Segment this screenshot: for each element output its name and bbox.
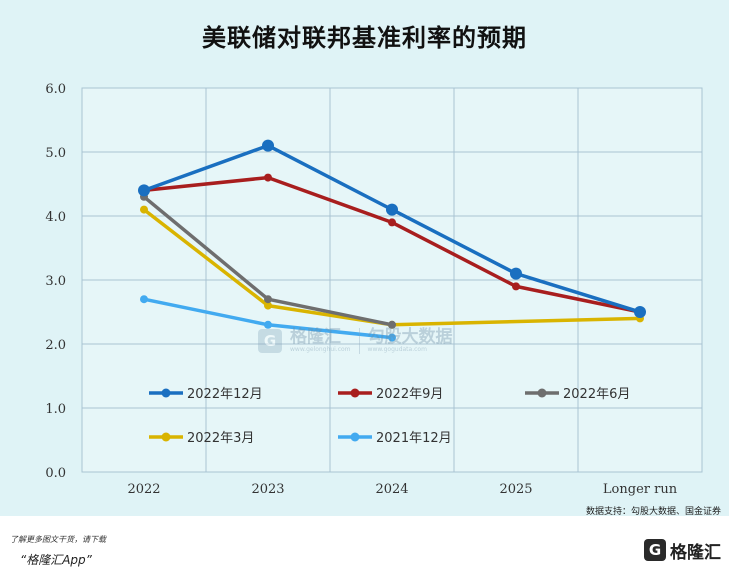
brand-logo-text: 格隆汇: [670, 542, 721, 563]
x-tick-label: 2025: [499, 482, 532, 497]
footer-band: [0, 516, 729, 576]
data-point: [388, 333, 396, 342]
data-point: [264, 295, 272, 304]
data-point: [512, 282, 520, 291]
legend-label: 2022年12月: [187, 387, 263, 402]
brand-logo: G 格隆汇: [644, 537, 721, 563]
y-tick-label: 1.0: [45, 402, 66, 417]
data-point: [264, 173, 272, 182]
legend-label: 2022年9月: [376, 387, 443, 402]
y-tick-label: 2.0: [45, 338, 66, 353]
legend-label: 2021年12月: [376, 431, 452, 446]
data-point: [140, 205, 148, 214]
legend-marker: [161, 388, 171, 398]
legend-label: 2022年6月: [563, 387, 630, 402]
legend-marker: [350, 432, 360, 442]
y-tick-label: 0.0: [45, 466, 66, 481]
legend-marker: [537, 388, 547, 398]
data-source: 数据支持：勾股大数据、国金证券: [585, 507, 721, 517]
data-point: [386, 203, 398, 216]
line-chart: 0.0 1.0 2.0 3.0 4.0 5.0 6.0 2022 2023 2024 2025 Lon…: [45, 82, 703, 497]
data-point: [264, 320, 272, 329]
legend-label: 2022年3月: [187, 431, 254, 446]
y-tick-label: 5.0: [45, 146, 66, 161]
data-point: [388, 218, 396, 227]
data-point: [634, 306, 646, 318]
footer-app-name: “格隆汇App”: [20, 553, 92, 567]
legend-marker: [161, 432, 171, 442]
data-point: [264, 301, 272, 310]
x-tick-label: 2024: [375, 482, 408, 497]
y-tick-label: 3.0: [45, 274, 66, 289]
x-tick-label: 2022: [127, 482, 160, 497]
data-point: [388, 320, 396, 329]
footer-note: 了解更多图文干货，请下载: [10, 535, 106, 544]
chart-title: 美联储对联邦基准利率的预期: [202, 24, 527, 52]
legend-marker: [350, 388, 360, 398]
data-point: [262, 139, 274, 152]
data-point: [510, 267, 522, 280]
data-point: [140, 295, 148, 304]
data-point: [138, 184, 150, 197]
x-tick-label: 2023: [251, 482, 284, 497]
series-line: [142, 208, 641, 327]
y-tick-label: 6.0: [45, 82, 66, 97]
x-tick-label: Longer run: [603, 482, 678, 497]
brand-logo-icon: G: [644, 539, 666, 561]
y-tick-label: 4.0: [45, 210, 66, 225]
